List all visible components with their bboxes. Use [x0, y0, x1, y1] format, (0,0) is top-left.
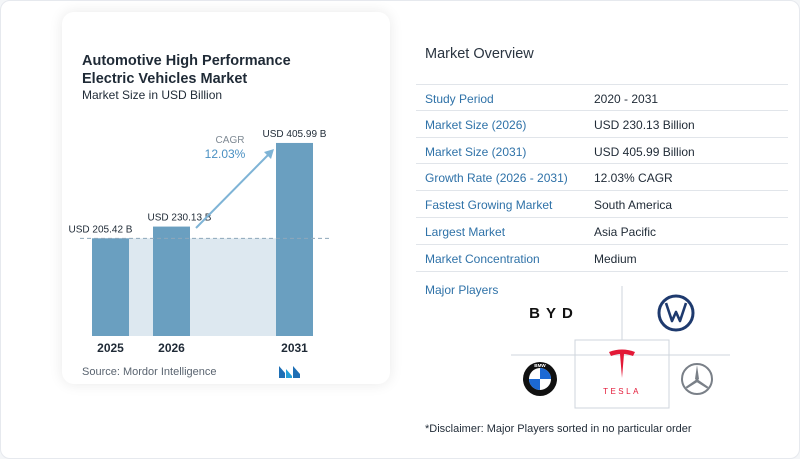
- category-label-2025: 2025: [97, 341, 124, 355]
- overview-row-label: Fastest Growing Market: [425, 198, 553, 213]
- major-players-label: Major Players: [425, 283, 499, 297]
- category-label-2031: 2031: [281, 341, 308, 355]
- overview-row-value: Medium: [594, 251, 637, 266]
- market-overview-title: Market Overview: [425, 46, 534, 62]
- overview-row: Growth Rate (2026 - 2031) 12.03% CAGR: [416, 164, 788, 192]
- volkswagen-logo: [657, 294, 695, 332]
- category-label-2026: 2026: [158, 341, 185, 355]
- overview-row-value: Asia Pacific: [594, 224, 657, 239]
- overview-row: Fastest Growing Market South America: [416, 191, 788, 218]
- overview-row-label: Market Size (2031): [425, 144, 527, 159]
- cagr-arrow: [195, 152, 271, 229]
- bmw-logo-text: BMW: [534, 363, 546, 368]
- value-label-2026: USD 230.13 B: [148, 213, 212, 224]
- tesla-logo-text: TESLA: [603, 387, 641, 396]
- mordor-intelligence-logo: [279, 366, 300, 378]
- major-players-grid: BYD BMW TESLA: [511, 286, 730, 409]
- overview-row: Market Size (2026) USD 230.13 Billion: [416, 111, 788, 138]
- overview-row-value: USD 405.99 Billion: [594, 144, 695, 159]
- disclaimer-text: *Disclaimer: Major Players sorted in no …: [425, 423, 692, 435]
- source-text: Source: Mordor Intelligence: [82, 366, 217, 378]
- overview-row: Study Period 2020 - 2031: [416, 84, 788, 111]
- cagr-label: CAGR: [216, 135, 245, 146]
- bar-2026: [153, 226, 190, 336]
- overview-row: Market Concentration Medium: [416, 245, 788, 272]
- overview-row-label: Market Concentration: [425, 251, 540, 266]
- byd-logo: BYD: [529, 305, 579, 322]
- overview-row-value: USD 230.13 Billion: [594, 117, 695, 132]
- chart-subtitle: Market Size in USD Billion: [82, 88, 223, 102]
- value-label-2031: USD 405.99 B: [263, 129, 327, 140]
- tesla-logo: TESLA: [603, 349, 641, 396]
- bmw-logo: BMW: [523, 362, 557, 396]
- cagr-value: 12.03%: [205, 147, 246, 161]
- overview-row-label: Market Size (2026): [425, 117, 527, 132]
- bar-chart: USD 205.42 B 2025 USD 230.13 B 2026 USD 405.…: [69, 129, 330, 355]
- cagr-arrowhead: [264, 149, 274, 159]
- overview-row-value: South America: [594, 198, 673, 213]
- bar-2031: [276, 142, 313, 336]
- chart-title: Automotive High Performance Electric Veh…: [82, 53, 291, 87]
- overview-row-label: Growth Rate (2026 - 2031): [425, 171, 568, 186]
- overview-row-label: Study Period: [425, 92, 494, 106]
- mercedes-benz-logo: [681, 363, 713, 395]
- overview-row: Largest Market Asia Pacific: [416, 218, 788, 245]
- overview-row-value: 2020 - 2031: [594, 92, 659, 106]
- bar-2025: [92, 238, 129, 336]
- market-overview-table: Study Period 2020 - 2031 Market Size (2026…: [416, 84, 788, 272]
- overview-row-value: 12.03% CAGR: [594, 171, 673, 186]
- byd-logo-text: BYD: [529, 305, 579, 322]
- overview-row: Market Size (2031) USD 405.99 Billion: [416, 138, 788, 165]
- overview-row-label: Largest Market: [425, 224, 506, 239]
- value-label-2025: USD 205.42 B: [69, 224, 133, 235]
